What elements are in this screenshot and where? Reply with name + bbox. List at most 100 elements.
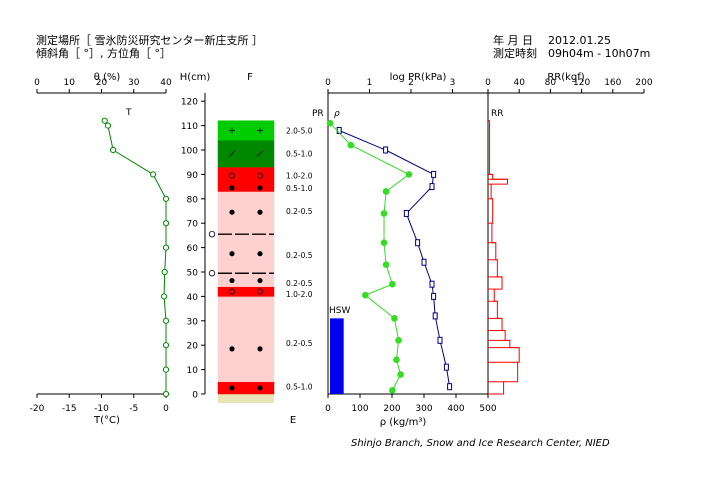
grain-dot-icon bbox=[229, 251, 235, 257]
temperature-point bbox=[162, 195, 170, 202]
density-point bbox=[429, 183, 435, 191]
density-tick-label: 100 bbox=[351, 404, 368, 414]
density-point bbox=[443, 363, 449, 371]
theta-tick-label: 10 bbox=[64, 78, 76, 88]
height-tick-label: 70 bbox=[187, 220, 199, 230]
height-tick-label: 40 bbox=[187, 293, 199, 303]
density-point bbox=[421, 258, 427, 266]
snow-layer bbox=[217, 120, 275, 141]
density-tick-label: 500 bbox=[479, 404, 496, 414]
hardness-label: 1.0-2.0 bbox=[286, 290, 313, 299]
density-point bbox=[429, 280, 435, 288]
temperature-point bbox=[162, 244, 170, 251]
temp-tick-label: -15 bbox=[62, 404, 77, 414]
grain-dot-icon bbox=[229, 277, 235, 284]
height-tick-label: 50 bbox=[187, 269, 199, 279]
density-tick-label: 0 bbox=[325, 404, 331, 414]
hardness-label: 1.0-2.0 bbox=[286, 172, 313, 181]
ice-crust-marker-icon bbox=[208, 270, 216, 277]
density-tick-label: 400 bbox=[447, 404, 464, 414]
snow-layer bbox=[217, 183, 275, 192]
pr-point bbox=[380, 239, 388, 247]
height-tick-label: 80 bbox=[187, 195, 199, 205]
theta-tick-label: 20 bbox=[96, 78, 108, 88]
height-tick-label: 20 bbox=[187, 342, 199, 352]
rr-axis-label: RR(kgf) bbox=[547, 72, 584, 83]
height-tick-label: 0 bbox=[192, 391, 198, 401]
pr-point bbox=[389, 280, 396, 288]
rr-tick-label: 0 bbox=[485, 78, 491, 88]
temperature-line bbox=[104, 120, 167, 394]
rr-tick-label: 120 bbox=[573, 78, 590, 88]
density-tick-label: 300 bbox=[415, 404, 432, 414]
layer-panel: H(cm) F E 0 10 20 30 40 50 60 70 80 90 100 110 120 0.… bbox=[180, 72, 313, 426]
grain-plus-icon bbox=[257, 127, 263, 134]
temperature-point bbox=[101, 117, 108, 124]
height-tick-label: 60 bbox=[187, 244, 199, 254]
hsw-label: HSW bbox=[329, 306, 350, 316]
pr-point bbox=[382, 261, 390, 268]
density-point bbox=[447, 383, 453, 391]
pr-point bbox=[362, 291, 369, 299]
density-axis-label: ρ (kg/m³) bbox=[380, 417, 427, 428]
snow-layer bbox=[217, 315, 275, 383]
grain-dot-icon bbox=[257, 346, 263, 352]
density-point bbox=[437, 336, 443, 344]
snow-layer bbox=[217, 286, 275, 297]
snow-layer bbox=[217, 139, 275, 168]
snow-layer bbox=[217, 191, 275, 234]
density-line bbox=[339, 130, 451, 387]
pr-series-label: PR bbox=[312, 109, 324, 119]
temp-tick-label: -5 bbox=[129, 404, 138, 414]
temp-tick-label: -20 bbox=[30, 404, 45, 414]
height-tick-label: 100 bbox=[181, 147, 198, 157]
grain-dot-icon bbox=[257, 251, 263, 257]
site-label: 測定場所［ 雪氷防災研究センター新庄支所 ］ bbox=[36, 33, 263, 47]
pr-point bbox=[382, 188, 390, 195]
temperature-point bbox=[150, 171, 157, 178]
rr-tick-label: 80 bbox=[545, 78, 557, 88]
pr-point bbox=[391, 315, 398, 322]
temp-tick-label: -10 bbox=[94, 404, 109, 414]
hardness-column-label: F bbox=[247, 72, 253, 83]
height-tick-label: 10 bbox=[187, 366, 199, 376]
rho-series-label: ρ bbox=[334, 109, 340, 119]
rr-tick-label: 40 bbox=[513, 78, 525, 88]
pr-point bbox=[395, 337, 402, 344]
hardness-label: 2.0-5.0 bbox=[286, 126, 313, 135]
time-value: 09h04m - 10h07m bbox=[548, 47, 650, 60]
temp-tick-label: 0 bbox=[163, 404, 169, 414]
snow-layer bbox=[217, 274, 275, 287]
pr-point bbox=[380, 210, 388, 217]
pr-point bbox=[389, 387, 396, 394]
pr-tick-label: 0 bbox=[325, 78, 331, 88]
pr-point bbox=[397, 371, 404, 378]
ground-hatch bbox=[218, 394, 274, 403]
theta-axis-label: θ (%) bbox=[94, 72, 121, 83]
density-tick-label: 200 bbox=[383, 404, 400, 414]
t-series-label: T bbox=[125, 108, 132, 118]
temperature-point bbox=[160, 293, 168, 300]
pr-tick-label: 2 bbox=[408, 78, 414, 88]
grain-dot-icon bbox=[229, 185, 235, 191]
grain-slash-icon bbox=[228, 150, 236, 157]
grain-dot-icon bbox=[229, 346, 235, 352]
pr-tick-label: 3 bbox=[450, 78, 456, 88]
pr-point bbox=[405, 171, 413, 178]
rr-tick-label: 160 bbox=[604, 78, 621, 88]
snow-layer bbox=[217, 235, 275, 273]
temperature-point bbox=[162, 366, 170, 373]
rr-panel: RR(kgf) RR 0 40 80 120 160 200 bbox=[485, 72, 653, 395]
hardness-label: 0.5-1.0 bbox=[286, 184, 313, 193]
temperature-point bbox=[162, 220, 170, 227]
temperature-point bbox=[162, 390, 170, 398]
grain-plus-icon bbox=[229, 127, 235, 134]
height-axis-label: H(cm) bbox=[180, 72, 211, 83]
grain-dot-icon bbox=[229, 209, 235, 215]
density-point bbox=[403, 209, 409, 217]
grain-ring-icon bbox=[256, 172, 263, 179]
density-pr-panel: log PR(kPa) ρ (kg/m³) PR ρ HSW 0 1 2 3 0 100 2… bbox=[312, 72, 497, 428]
ice-crust-marker-icon bbox=[208, 230, 216, 238]
theta-tick-label: 0 bbox=[34, 78, 40, 88]
